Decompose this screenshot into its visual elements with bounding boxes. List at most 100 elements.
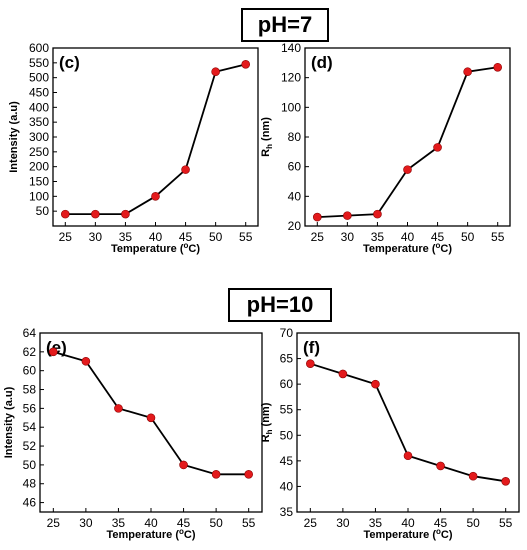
data-point [501, 477, 510, 486]
x-tick-label: 45 [179, 230, 193, 244]
plot-frame [296, 332, 520, 513]
ph10-header: pH=10 [228, 288, 332, 322]
data-point [181, 165, 190, 174]
y-tick-label: 500 [29, 71, 49, 85]
x-tick-label: 40 [401, 516, 415, 530]
y-tick-label: 45 [280, 454, 294, 468]
x-tick-label: 55 [239, 230, 253, 244]
x-axis-label: Temperature (oC) [111, 241, 200, 255]
y-tick-label: 58 [23, 383, 37, 397]
y-tick-label: 550 [29, 56, 49, 70]
y-tick-label: 60 [288, 160, 302, 174]
y-tick-label: 50 [280, 428, 294, 442]
x-tick-label: 30 [341, 230, 355, 244]
y-tick-label: 64 [23, 326, 37, 340]
y-tick-label: 20 [288, 219, 302, 233]
x-tick-label: 55 [499, 516, 513, 530]
x-tick-label: 35 [112, 516, 126, 530]
data-point [241, 60, 250, 69]
x-tick-label: 40 [149, 230, 163, 244]
x-tick-label: 25 [304, 516, 318, 530]
x-tick-label: 50 [209, 516, 223, 530]
x-tick-label: 50 [461, 230, 475, 244]
y-tick-label: 54 [23, 420, 37, 434]
y-tick-label: 120 [281, 71, 301, 85]
data-point [211, 470, 221, 479]
y-tick-label: 56 [23, 401, 37, 415]
x-tick-label: 25 [311, 230, 325, 244]
y-axis-label: Intensity (a.u) [3, 386, 15, 458]
y-axis-label: Rh (nm) [260, 117, 274, 157]
y-tick-label: 350 [29, 115, 49, 129]
data-point [468, 471, 478, 481]
y-tick-label: 35 [280, 505, 294, 519]
x-tick-label: 55 [242, 516, 256, 530]
series-line [53, 350, 249, 476]
y-tick-label: 55 [280, 403, 294, 417]
data-point [61, 209, 70, 219]
ph7-header: pH=7 [241, 8, 329, 42]
y-tick-label: 100 [29, 189, 49, 203]
x-tick-label: 35 [369, 516, 383, 530]
y-tick-label: 40 [280, 479, 294, 493]
chart-panel-e: 46 48 50 52 54 56 58 60 62 64 25 30 35 40 45 50 55 Temper… [3, 326, 263, 541]
x-axis-label: Temperature (oC) [363, 241, 452, 255]
data-point [403, 451, 413, 461]
data-point [371, 379, 380, 389]
chart-panel-d: 20 40 60 80 100 120 140 25 30 35 40 45 50 55 Temperatu… [260, 41, 511, 255]
data-point [463, 67, 472, 77]
data-point [151, 192, 160, 201]
data-point [146, 413, 156, 423]
x-tick-label: 35 [119, 230, 133, 244]
y-tick-label: 250 [29, 145, 49, 159]
x-tick-label: 35 [371, 230, 385, 244]
plot-frame [304, 47, 511, 227]
x-tick-label: 25 [59, 230, 73, 244]
data-point [81, 356, 91, 366]
data-point [338, 369, 348, 379]
y-tick-label: 65 [280, 352, 294, 366]
data-point [114, 404, 123, 413]
chart-panel-f: 35 40 45 50 55 60 65 70 25 30 35 40 45 50 55 Temperatur… [260, 326, 520, 541]
x-tick-label: 25 [47, 516, 61, 530]
y-tick-label: 52 [23, 439, 37, 453]
y-axis-label: Rh (nm) [260, 402, 274, 442]
x-axis-label: Temperature (oC) [363, 527, 452, 541]
x-tick-label: 45 [431, 230, 445, 244]
x-tick-label: 55 [491, 230, 505, 244]
panel-label: (d) [311, 53, 333, 72]
data-point [436, 461, 445, 471]
data-point [306, 359, 315, 368]
y-tick-label: 200 [29, 160, 49, 174]
y-tick-label: 50 [36, 204, 50, 218]
y-tick-label: 150 [29, 175, 49, 189]
data-point [179, 460, 188, 470]
x-tick-label: 30 [336, 516, 350, 530]
y-tick-label: 400 [29, 100, 49, 114]
y-tick-label: 100 [281, 100, 301, 114]
data-point [343, 211, 352, 220]
y-tick-label: 50 [23, 458, 37, 472]
y-tick-label: 140 [281, 41, 301, 55]
y-tick-label: 40 [288, 189, 302, 203]
y-tick-label: 300 [29, 130, 49, 144]
data-point [49, 347, 58, 357]
y-tick-label: 70 [280, 326, 294, 340]
plot-frame [39, 332, 263, 513]
y-tick-label: 450 [29, 86, 49, 100]
data-point [312, 212, 322, 222]
data-point [433, 143, 442, 152]
x-tick-label: 30 [89, 230, 103, 244]
x-axis-label: Temperature (oC) [106, 527, 195, 541]
y-tick-label: 60 [23, 364, 37, 378]
data-point [91, 209, 100, 219]
x-tick-label: 45 [434, 516, 448, 530]
y-tick-label: 80 [288, 130, 302, 144]
data-point [403, 165, 412, 174]
data-point [373, 209, 382, 219]
data-point [211, 67, 220, 77]
y-axis-label: Intensity (a.u) [8, 101, 20, 173]
y-tick-label: 62 [23, 345, 37, 359]
